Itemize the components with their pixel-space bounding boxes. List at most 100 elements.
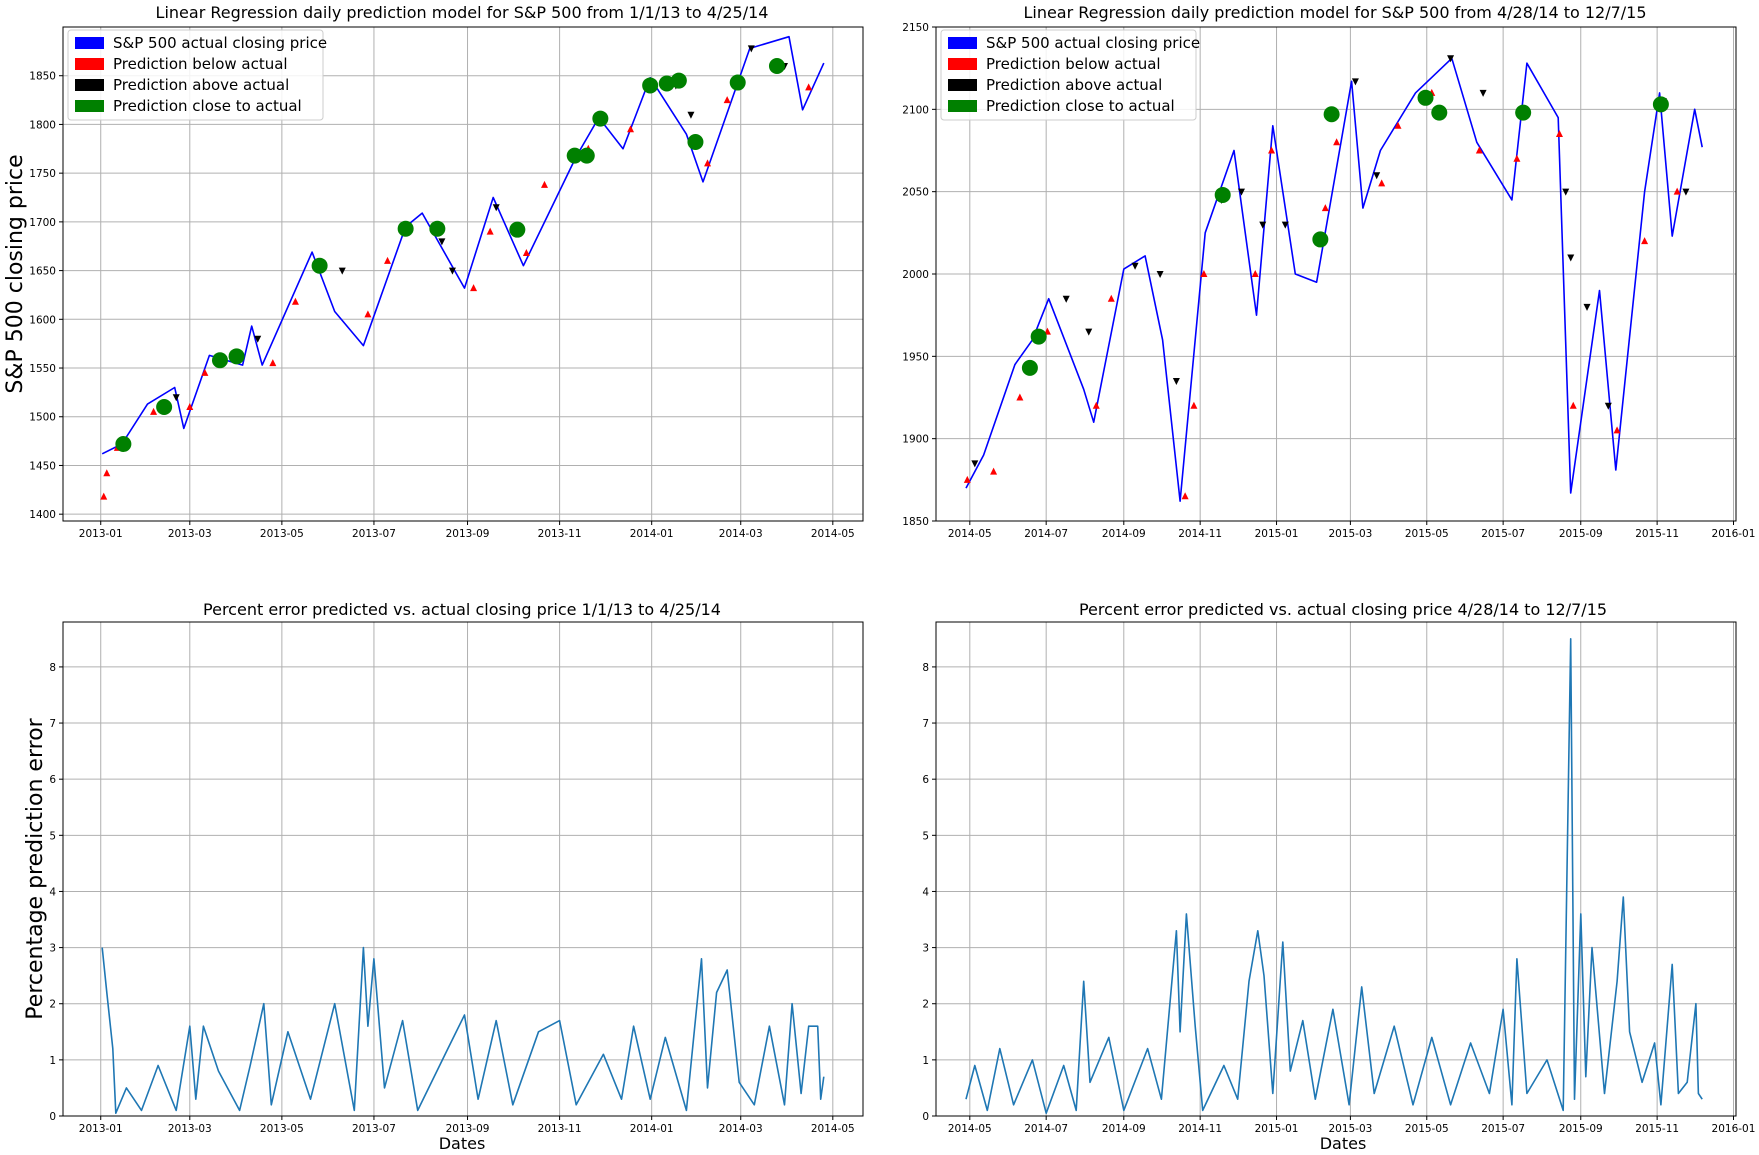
- prediction-below-marker: [541, 180, 549, 188]
- prediction-close-marker: [509, 221, 526, 238]
- prediction-below-marker: [1321, 204, 1329, 212]
- prediction-above-marker: [747, 45, 755, 53]
- prediction-close-marker: [768, 57, 785, 74]
- prediction-close-marker: [687, 133, 704, 150]
- legend-entry-actual: S&P 500 actual closing price: [113, 34, 327, 52]
- legend-entry-close: Prediction close to actual: [113, 97, 302, 115]
- prediction-below-marker: [704, 159, 712, 167]
- prediction-below-marker: [963, 475, 971, 483]
- plot-area: [100, 35, 825, 500]
- x-tick-label: 2013-01: [79, 528, 123, 540]
- legend-box: [67, 29, 324, 121]
- legend-entry-above: Prediction above actual: [113, 76, 289, 94]
- legend-swatch-actual: [948, 37, 977, 49]
- y-axis-ticks: 0 1 2 3 4 5 6 7 8: [49, 662, 63, 1123]
- x-axis-label: Dates: [1320, 1134, 1367, 1153]
- y-tick-label: 7: [49, 718, 56, 730]
- y-tick-label: 1900: [902, 434, 929, 446]
- prediction-above-marker: [1062, 295, 1070, 303]
- prediction-below-marker: [1613, 426, 1621, 434]
- prediction-close-marker: [566, 147, 583, 164]
- legend: S&P 500 actual closing price Prediction …: [67, 29, 327, 121]
- x-axis-label: Dates: [439, 1134, 486, 1153]
- prediction-close-marker: [578, 147, 595, 164]
- prediction-above-marker: [1259, 221, 1267, 229]
- x-tick-label: 2014-01: [630, 1123, 674, 1135]
- prediction-below-marker: [1107, 294, 1115, 302]
- plot-area: [965, 638, 1703, 1114]
- y-axis-label-price: S&P 500 closing price: [3, 154, 28, 393]
- prediction-close-marker: [156, 399, 173, 415]
- prediction-close-marker: [1214, 186, 1231, 203]
- x-tick-label: 2013-05: [260, 528, 304, 540]
- y-tick-label: 8: [49, 662, 56, 674]
- chart-title: Percent error predicted vs. actual closi…: [203, 600, 721, 619]
- y-tick-label: 1750: [29, 168, 56, 180]
- legend-entry-below: Prediction below actual: [986, 55, 1161, 73]
- x-tick-label: 2015-05: [1405, 528, 1449, 540]
- plot-frame: [935, 26, 1737, 522]
- y-tick-label: 1550: [29, 363, 56, 375]
- prediction-below-marker: [1251, 270, 1259, 277]
- x-tick-label: 2013-09: [446, 528, 490, 540]
- x-tick-label: 2013-03: [168, 1123, 212, 1135]
- y-tick-label: 2050: [902, 187, 929, 199]
- prediction-below-marker: [1016, 393, 1024, 401]
- x-tick-label: 2014-07: [1024, 528, 1068, 540]
- y-tick-label: 1950: [902, 351, 929, 363]
- prediction-below-marker: [1641, 237, 1649, 245]
- x-tick-label: 2015-07: [1481, 528, 1525, 540]
- y-tick-label: 4: [49, 886, 56, 898]
- legend-swatch-above: [75, 79, 104, 91]
- prediction-below-marker: [103, 469, 111, 477]
- prediction-above-marker: [1682, 188, 1690, 196]
- prediction-below-marker: [186, 403, 194, 410]
- chart-title: Linear Regression daily prediction model…: [156, 3, 769, 22]
- x-tick-label: 2013-07: [352, 528, 396, 540]
- prediction-below-marker: [1569, 401, 1577, 409]
- prediction-below-marker: [1092, 401, 1100, 409]
- y-tick-label: 2100: [902, 104, 929, 116]
- x-tick-label: 2013-09: [446, 1123, 490, 1135]
- x-axis-ticks: 2014-05 2014-07 2014-09 2014-11 2015-01 2015-…: [948, 521, 1755, 540]
- prediction-below-marker: [470, 284, 478, 292]
- x-tick-label: 2014-05: [948, 1123, 992, 1135]
- x-tick-label: 2014-11: [1178, 1123, 1222, 1135]
- prediction-below-marker: [1513, 154, 1521, 162]
- x-axis-ticks: 2014-05 2014-07 2014-09 2014-11 2015-01 2015-…: [948, 1116, 1755, 1135]
- legend-swatch-below: [75, 58, 104, 70]
- x-tick-label: 2015-01: [1255, 528, 1299, 540]
- legend-entry-close: Prediction close to actual: [986, 97, 1175, 115]
- grid: [63, 622, 863, 1117]
- y-tick-label: 6: [49, 774, 56, 786]
- y-tick-label: 1: [49, 1055, 56, 1067]
- prediction-above-marker: [1156, 271, 1164, 278]
- prediction-below-marker: [1333, 138, 1341, 146]
- y-tick-label: 3: [922, 943, 929, 955]
- prediction-close-marker: [642, 77, 659, 94]
- legend-entry-below: Prediction below actual: [113, 55, 288, 73]
- prediction-close-marker: [311, 257, 328, 274]
- prediction-close-marker: [670, 72, 687, 89]
- actual-price-line: [965, 57, 1703, 502]
- prediction-above-marker: [971, 460, 979, 468]
- prediction-below-marker: [1378, 179, 1386, 187]
- y-tick-label: 1800: [29, 119, 56, 131]
- y-tick-label: 7: [922, 718, 929, 730]
- legend-entry-above: Prediction above actual: [986, 76, 1162, 94]
- x-tick-label: 2014-09: [1102, 1123, 1146, 1135]
- error-line: [965, 638, 1703, 1114]
- y-axis-ticks: 1400 1450 1500 1550 1600 1650 1700 1750 1800 1850: [29, 71, 63, 521]
- x-tick-label: 2015-03: [1328, 528, 1372, 540]
- prediction-above-marker: [338, 267, 346, 275]
- prediction-below-marker: [990, 467, 998, 475]
- prediction-close-marker: [397, 220, 414, 237]
- plot-frame: [62, 26, 864, 522]
- x-tick-label: 2013-03: [168, 528, 212, 540]
- x-tick-label: 2014-05: [948, 528, 992, 540]
- x-tick-label: 2013-07: [352, 1123, 396, 1135]
- prediction-close-marker: [1312, 231, 1329, 248]
- prediction-above-marker: [1562, 188, 1570, 196]
- x-tick-label: 2014-09: [1102, 528, 1146, 540]
- y-tick-label: 4: [922, 886, 929, 898]
